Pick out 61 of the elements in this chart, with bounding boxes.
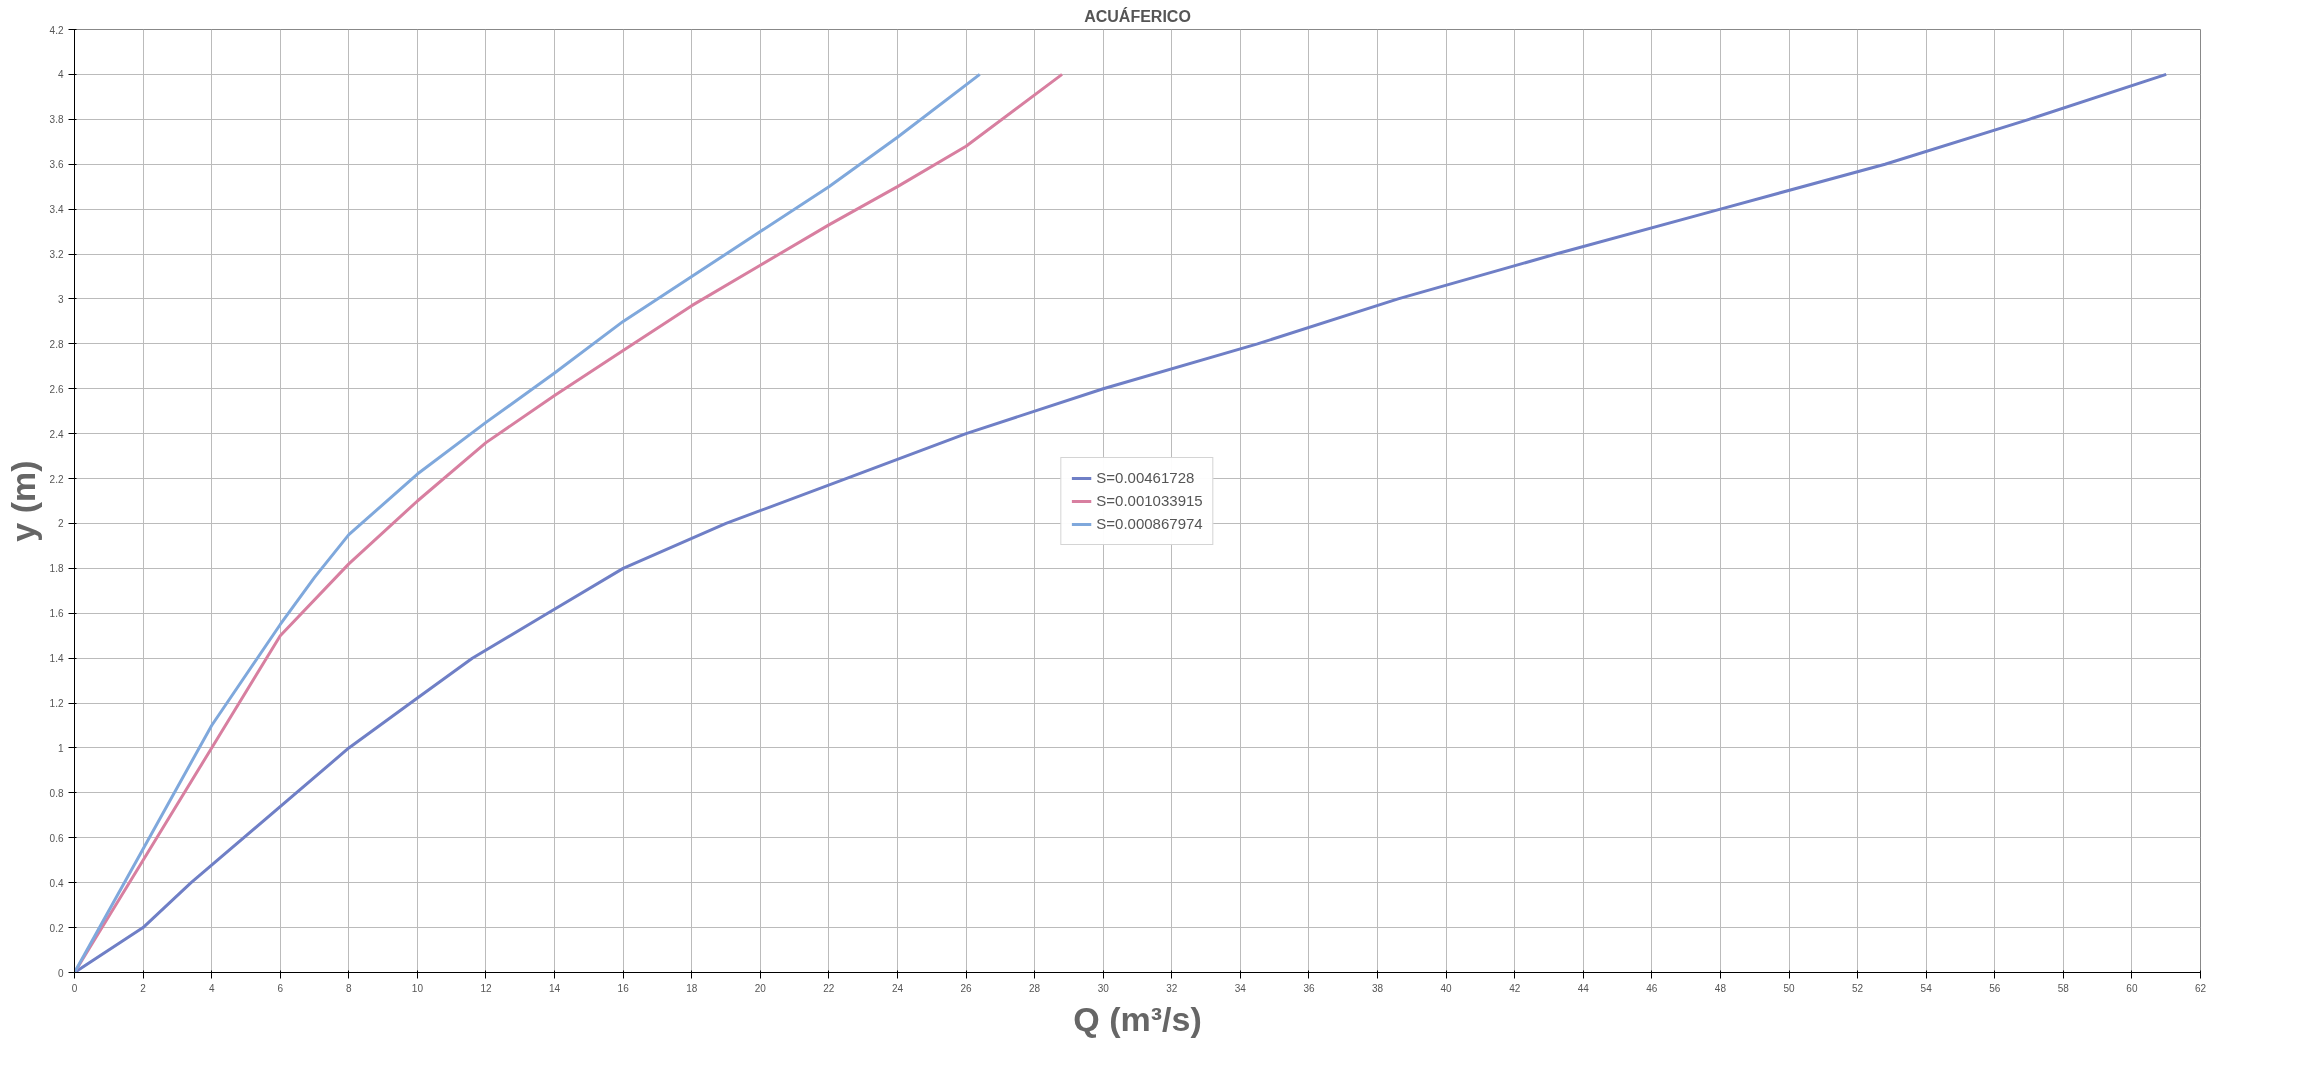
y-tick-label: 3.8	[49, 114, 64, 126]
x-tick-label: 32	[1166, 982, 1178, 994]
x-tick-label: 40	[1440, 982, 1453, 994]
y-tick-label: 0	[57, 967, 64, 979]
x-tick-label: 58	[2057, 982, 2070, 994]
x-tick-label: 20	[754, 982, 767, 994]
x-tick-label: 36	[1303, 982, 1315, 994]
y-tick-label: 3.4	[49, 204, 64, 216]
chart-title: ACUÁFERICO	[1084, 6, 1191, 25]
y-tick-label: 4.2	[49, 24, 64, 36]
x-tick-label: 34	[1234, 982, 1247, 994]
x-tick-label: 8	[346, 982, 353, 994]
x-tick-label: 6	[277, 982, 284, 994]
x-tick-label: 2	[140, 982, 147, 994]
y-tick-label: 0.2	[49, 922, 64, 934]
y-tick-label: 2	[57, 518, 64, 530]
legend-label: S=0.000867974	[1096, 515, 1203, 532]
y-tick-label: 2.2	[49, 473, 64, 485]
y-tick-label: 3.2	[49, 249, 64, 261]
y-tick-label: 2.6	[49, 383, 64, 395]
y-tick-label: 3.6	[49, 159, 64, 171]
x-tick-label: 60	[2126, 982, 2138, 994]
x-tick-label: 54	[1920, 982, 1933, 994]
y-tick-label: 3	[57, 293, 64, 305]
y-tick-label: 1.4	[49, 653, 64, 665]
x-tick-label: 48	[1714, 982, 1727, 994]
x-tick-label: 62	[2194, 982, 2207, 994]
x-tick-label: 44	[1577, 982, 1590, 994]
legend-label: S=0.001033915	[1096, 492, 1203, 509]
x-tick-label: 38	[1371, 982, 1384, 994]
x-tick-label: 56	[1989, 982, 2001, 994]
x-tick-label: 12	[480, 982, 492, 994]
y-axis-title: y (m)	[3, 460, 42, 542]
x-tick-label: 16	[617, 982, 630, 994]
x-tick-label: 0	[71, 982, 78, 994]
x-tick-label: 30	[1097, 982, 1110, 994]
y-tick-label: 1.6	[49, 608, 64, 620]
y-tick-label: 0.4	[49, 877, 64, 889]
y-tick-label: 0.6	[49, 832, 64, 844]
x-tick-label: 28	[1029, 982, 1041, 994]
x-tick-label: 18	[686, 982, 698, 994]
legend-label: S=0.00461728	[1096, 469, 1195, 486]
x-tick-label: 22	[823, 982, 835, 994]
x-tick-label: 52	[1852, 982, 1864, 994]
y-tick-label: 1	[57, 742, 64, 754]
x-tick-label: 24	[891, 982, 904, 994]
line-series	[74, 72, 2168, 973]
y-tick-label: 4	[57, 69, 64, 81]
x-tick-label: 26	[960, 982, 973, 994]
x-tick-label: 14	[549, 982, 561, 994]
y-tick-label: 0.8	[49, 787, 64, 799]
x-tick-label: 46	[1646, 982, 1658, 994]
y-tick-label: 2.4	[49, 428, 64, 440]
x-axis-title: Q (m³/s)	[1073, 999, 1202, 1038]
x-tick-label: 42	[1509, 982, 1521, 994]
y-tick-label: 2.8	[49, 338, 64, 350]
x-tick-label: 4	[208, 982, 215, 994]
x-tick-label: 50	[1783, 982, 1796, 994]
y-tick-label: 1.2	[49, 698, 64, 710]
y-tick-label: 1.8	[49, 563, 64, 575]
x-tick-label: 10	[411, 982, 424, 994]
